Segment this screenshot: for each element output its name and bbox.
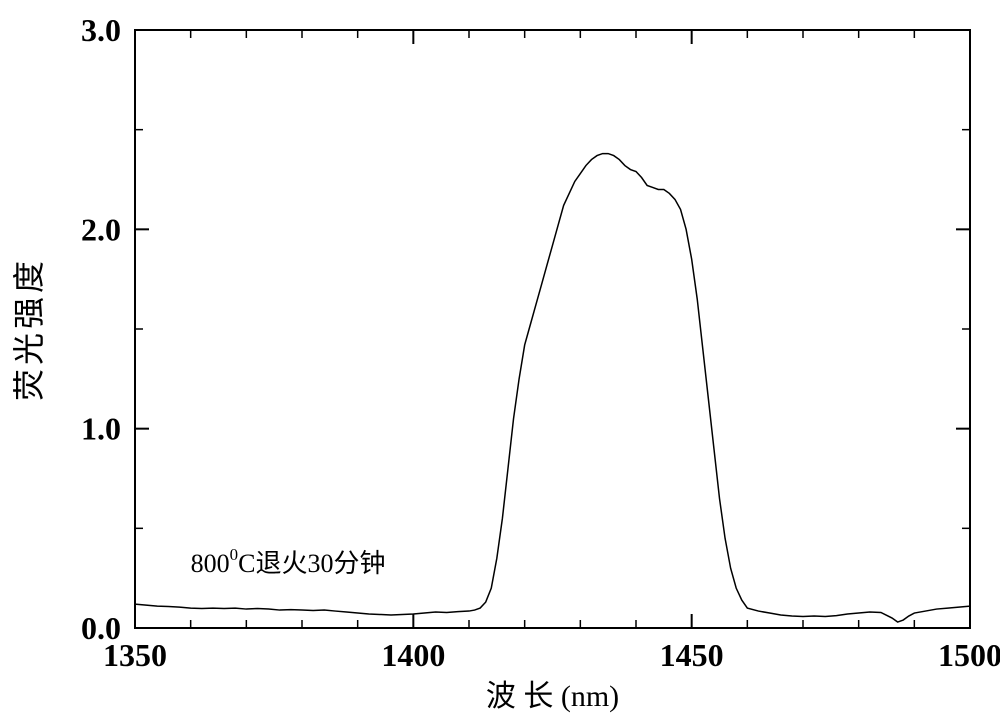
chart-svg: 1350140014501500波 长 (nm)0.01.02.03.0荧光强度… — [0, 0, 1000, 718]
spectrum-chart: 1350140014501500波 长 (nm)0.01.02.03.0荧光强度… — [0, 0, 1000, 718]
x-tick-label: 1500 — [938, 637, 1000, 673]
y-tick-label: 2.0 — [81, 211, 121, 247]
y-tick-label: 0.0 — [81, 610, 121, 646]
y-tick-label: 1.0 — [81, 411, 121, 447]
y-axis-label: 荧光强度 — [11, 257, 47, 401]
plot-border — [135, 30, 970, 628]
annotation-text: 8000C退火30分钟 — [191, 545, 386, 578]
y-tick-label: 3.0 — [81, 12, 121, 48]
x-tick-label: 1400 — [381, 637, 445, 673]
x-axis-label: 波 长 (nm) — [486, 680, 619, 713]
x-tick-label: 1450 — [660, 637, 724, 673]
